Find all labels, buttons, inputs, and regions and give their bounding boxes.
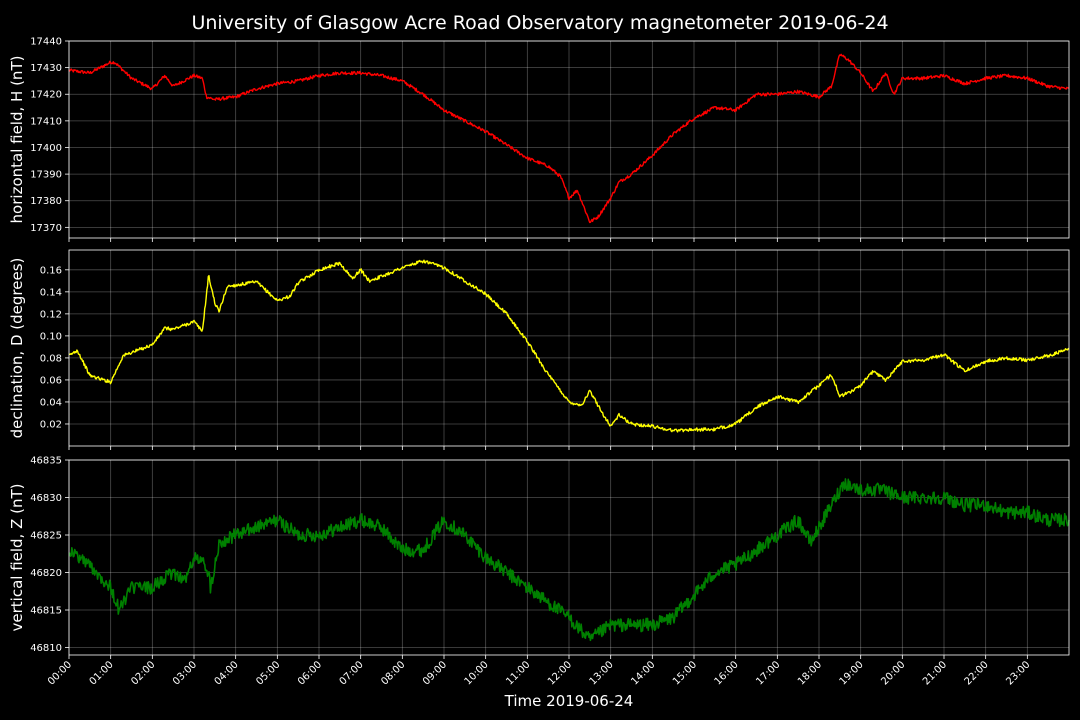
x-tick-label: 10:00 — [463, 659, 491, 687]
y-tick-label: 0.10 — [40, 331, 62, 342]
series-line — [68, 478, 1070, 642]
x-tick-label: 23:00 — [1004, 659, 1032, 687]
y-tick-label: 0.06 — [40, 375, 62, 386]
x-tick-label: 07:00 — [338, 659, 366, 687]
y-axis-label: declination, D (degrees) — [8, 258, 26, 439]
x-tick-label: 21:00 — [921, 659, 949, 687]
x-tick-labels: 00:00 01:00 02:00 03:00 04:00 05:00 06:00 07:00… — [46, 659, 1032, 687]
y-tick-label: 17430 — [30, 63, 62, 74]
panel-background — [69, 250, 1069, 446]
panel-background — [69, 41, 1069, 238]
y-tick-label: 17370 — [30, 223, 62, 234]
x-axis-label: Time 2019-06-24 — [504, 692, 634, 710]
y-tick-label: 46815 — [30, 606, 62, 617]
y-tick-label: 46835 — [30, 456, 62, 467]
series-line — [68, 53, 1070, 224]
x-tick-label: 19:00 — [838, 659, 866, 687]
y-tick-label: 0.04 — [40, 397, 62, 408]
chart-title: University of Glasgow Acre Road Observat… — [191, 12, 888, 34]
panel-frame — [68, 459, 1070, 656]
x-tick-label: 08:00 — [379, 659, 407, 687]
x-tick-label: 17:00 — [754, 659, 782, 687]
x-tick-label: 13:00 — [588, 659, 616, 687]
y-tick-label: 17380 — [30, 196, 62, 207]
y-tick-label: 0.12 — [40, 309, 62, 320]
x-tick-label: 00:00 — [46, 659, 74, 687]
x-tick-label: 05:00 — [254, 659, 282, 687]
x-tick-label: 04:00 — [213, 659, 241, 687]
panel-frame — [68, 40, 1070, 239]
x-tick-label: 02:00 — [129, 659, 157, 687]
y-tick-label: 17400 — [30, 143, 62, 154]
y-tick-label: 0.02 — [40, 419, 62, 430]
y-tick-label: 46820 — [30, 568, 62, 579]
y-tick-label: 46825 — [30, 531, 62, 542]
x-tick-label: 06:00 — [296, 659, 324, 687]
x-tick-label: 03:00 — [171, 659, 199, 687]
y-tick-label: 17410 — [30, 116, 62, 127]
y-tick-label: 17420 — [30, 90, 62, 101]
x-tick-label: 16:00 — [713, 659, 741, 687]
y-tick-label: 17390 — [30, 170, 62, 181]
x-tick-label: 12:00 — [546, 659, 574, 687]
x-tick-label: 11:00 — [504, 659, 532, 687]
y-tick-label: 0.16 — [40, 265, 62, 276]
y-tick-label: 17440 — [30, 37, 62, 48]
y-axis-label: horizontal field, H (nT) — [8, 56, 26, 224]
y-tick-label: 46830 — [30, 493, 62, 504]
panel-3: 46810 46815 46820 46825 46830 46835 vertical f… — [8, 456, 1070, 659]
chart-panels: 17370 17380 17390 17400 17410 17420 17430 17440… — [8, 37, 1070, 659]
y-tick-label: 0.14 — [40, 287, 62, 298]
y-axis-label: vertical field, Z (nT) — [8, 483, 26, 631]
y-tick-label: 0.08 — [40, 353, 62, 364]
panel-frame — [68, 249, 1070, 447]
x-tick-label: 01:00 — [88, 659, 116, 687]
panel-2: 0.02 0.04 0.06 0.08 0.10 0.12 0.14 0.16 declinat… — [8, 249, 1070, 450]
x-tick-label: 09:00 — [421, 659, 449, 687]
panel-1: 17370 17380 17390 17400 17410 17420 17430 17440… — [8, 37, 1070, 242]
y-tick-label: 46810 — [30, 643, 62, 654]
series-line — [68, 259, 1070, 433]
x-tick-label: 18:00 — [796, 659, 824, 687]
x-tick-label: 20:00 — [879, 659, 907, 687]
x-tick-label: 22:00 — [963, 659, 991, 687]
x-tick-label: 15:00 — [671, 659, 699, 687]
x-tick-label: 14:00 — [629, 659, 657, 687]
